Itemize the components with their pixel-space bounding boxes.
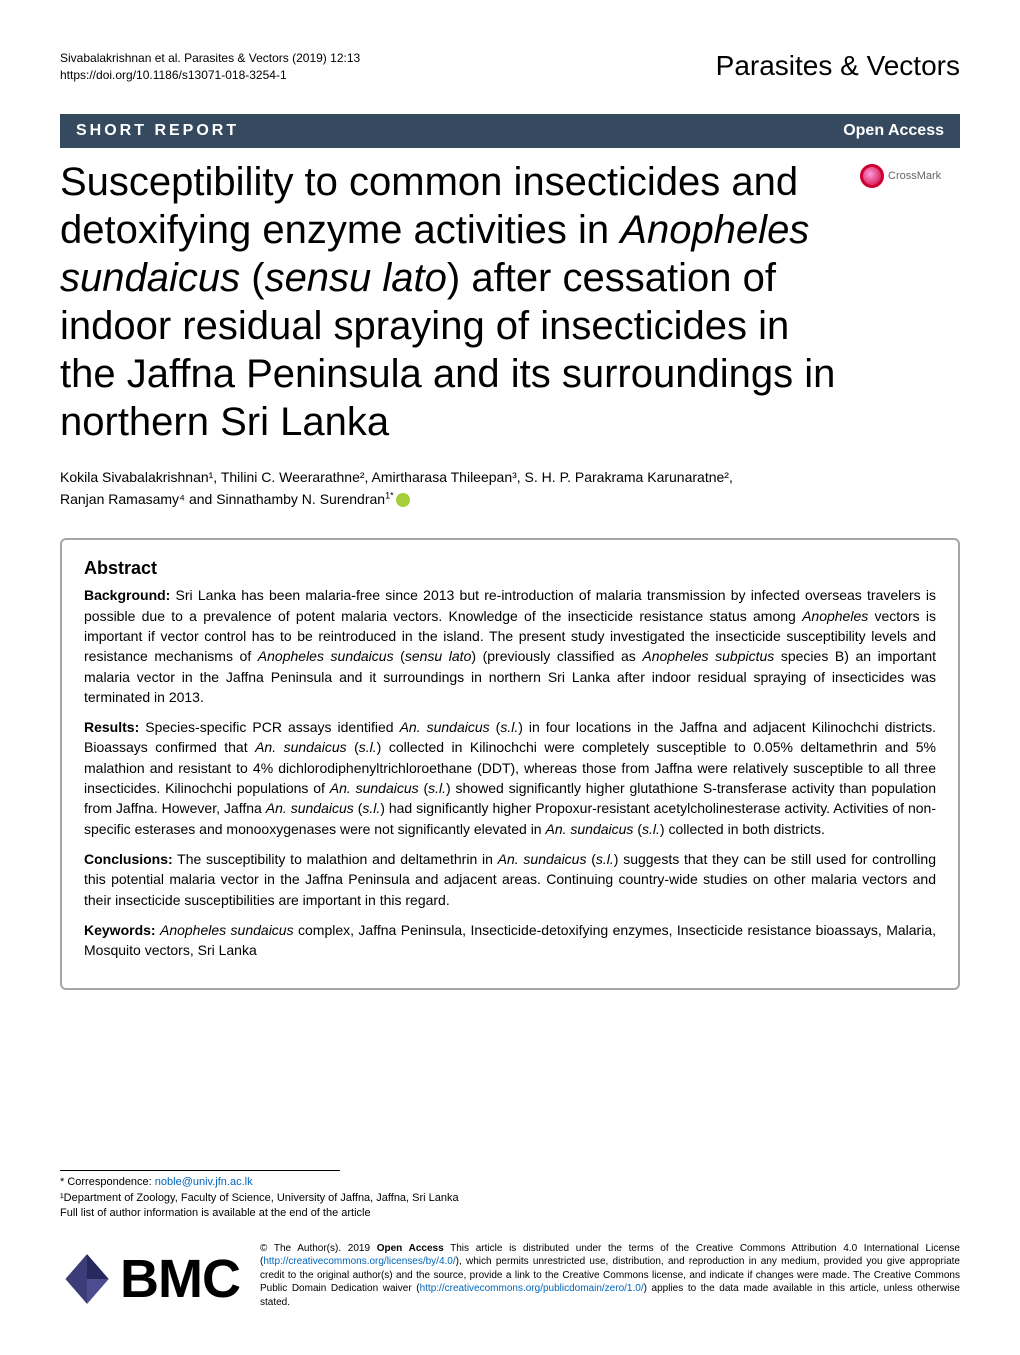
license-url-2[interactable]: http://creativecommons.org/publicdomain/… xyxy=(420,1283,644,1294)
title-wrapper: Susceptibility to common insecticides an… xyxy=(60,158,960,446)
running-head-left: Sivabalakrishnan et al. Parasites & Vect… xyxy=(60,50,360,84)
running-head: Sivabalakrishnan et al. Parasites & Vect… xyxy=(60,50,960,84)
bmc-logo: BMC xyxy=(60,1242,240,1318)
abstract-box: Abstract Background: Sri Lanka has been … xyxy=(60,538,960,990)
abstract-keywords: Keywords: Anopheles sundaicus complex, J… xyxy=(84,920,936,961)
results-text: Species-specific PCR assays identified A… xyxy=(84,719,936,836)
article-type-banner: SHORT REPORT Open Access xyxy=(60,114,960,148)
abstract-results: Results: Species-specific PCR assays ide… xyxy=(84,717,936,839)
citation-line: Sivabalakrishnan et al. Parasites & Vect… xyxy=(60,50,360,67)
doi-line: https://doi.org/10.1186/s13071-018-3254-… xyxy=(60,67,360,84)
author-sup: 1* xyxy=(385,490,394,500)
journal-name: Parasites & Vectors xyxy=(716,50,960,84)
abstract-conclusions: Conclusions: The susceptibility to malat… xyxy=(84,849,936,910)
conclusions-label: Conclusions: xyxy=(84,851,173,867)
page-footer: * Correspondence: noble@univ.jfn.ac.lk ¹… xyxy=(60,1170,960,1317)
page-root: Sivabalakrishnan et al. Parasites & Vect… xyxy=(0,0,1020,1347)
abstract-heading: Abstract xyxy=(84,558,936,579)
orcid-icon[interactable] xyxy=(396,493,410,507)
keywords-text: Anopheles sundaicus complex, Jaffna Peni… xyxy=(84,922,936,958)
affiliation-line: ¹Department of Zoology, Faculty of Scien… xyxy=(60,1191,960,1206)
bmc-logo-icon xyxy=(60,1252,114,1306)
crossmark-label: CrossMark xyxy=(888,170,941,182)
article-type-label: SHORT REPORT xyxy=(76,122,239,140)
footer-rule xyxy=(60,1170,340,1171)
abstract-background: Background: Sri Lanka has been malaria-f… xyxy=(84,585,936,707)
license-url-1[interactable]: http://creativecommons.org/licenses/by/4… xyxy=(263,1256,455,1267)
correspondence-email-link[interactable]: noble@univ.jfn.ac.lk xyxy=(155,1176,253,1188)
license-open-access: Open Access xyxy=(377,1243,444,1254)
correspondence-label: * Correspondence: xyxy=(60,1176,155,1188)
bmc-logo-text: BMC xyxy=(120,1242,240,1318)
keywords-label: Keywords: xyxy=(84,922,156,938)
open-access-label: Open Access xyxy=(843,122,944,140)
license-text: © The Author(s). 2019 Open Access This a… xyxy=(260,1242,960,1310)
authors-block: Kokila Sivabalakrishnan¹, Thilini C. Wee… xyxy=(60,466,960,511)
article-title: Susceptibility to common insecticides an… xyxy=(60,158,960,446)
authors-names-2: Ranjan Ramasamy⁴ and Sinnathamby N. Sure… xyxy=(60,491,385,507)
correspondence-line: * Correspondence: noble@univ.jfn.ac.lk xyxy=(60,1175,960,1190)
background-label: Background: xyxy=(84,587,170,603)
background-text: Sri Lanka has been malaria-free since 20… xyxy=(84,587,936,704)
authors-line-1: Kokila Sivabalakrishnan¹, Thilini C. Wee… xyxy=(60,466,960,488)
license-lead: © The Author(s). 2019 xyxy=(260,1243,377,1254)
conclusions-text: The susceptibility to malathion and delt… xyxy=(84,851,936,908)
crossmark-icon xyxy=(860,164,884,188)
license-box: BMC © The Author(s). 2019 Open Access Th… xyxy=(60,1242,960,1318)
authors-line-2: Ranjan Ramasamy⁴ and Sinnathamby N. Sure… xyxy=(60,488,960,510)
crossmark-badge[interactable]: CrossMark xyxy=(860,164,960,188)
author-info-note: Full list of author information is avail… xyxy=(60,1206,960,1221)
results-label: Results: xyxy=(84,719,139,735)
